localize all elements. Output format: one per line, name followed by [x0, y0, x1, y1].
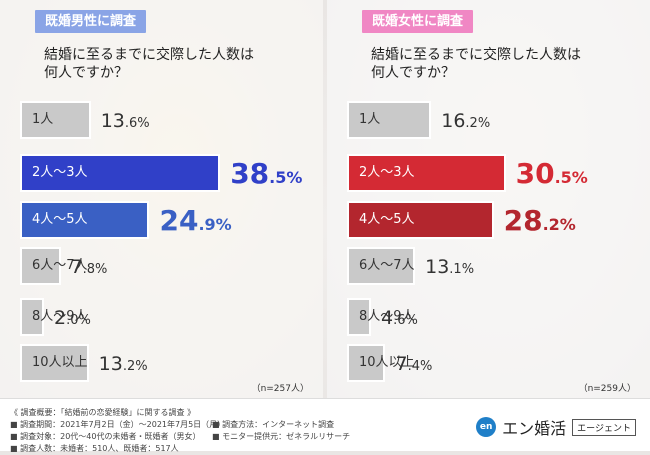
male-bar — [20, 298, 44, 336]
bar-category-label: 4人〜5人 — [32, 212, 88, 227]
female-panel: 既婚女性に調査 結婚に至るまでに交際した人数は 何人ですか？ 1人 16.2% 2人… — [327, 0, 650, 398]
footer-line: 《 調査概要：「結婚前の恋愛経験」に関する調査 》 — [10, 408, 196, 417]
value-decimal: .4% — [407, 359, 433, 374]
bar-category-label: 1人 — [359, 112, 381, 127]
value-integer: 2 — [54, 307, 67, 329]
bar-value-label: 30.5% — [516, 154, 588, 194]
bar-category-label: 4人〜5人 — [359, 212, 415, 227]
value-decimal: .2% — [122, 359, 148, 374]
female-bar — [347, 101, 432, 139]
bar-value-label: 7.4% — [395, 344, 432, 384]
bar-value-label: 2.0% — [54, 298, 91, 338]
value-integer: 7 — [395, 353, 408, 375]
value-integer: 13 — [98, 353, 123, 375]
value-decimal: .5% — [554, 168, 588, 187]
logo-name: エン婚活 — [502, 419, 567, 438]
brand-logo: en エン婚活 エージェント — [476, 415, 636, 439]
female-question-line2: 何人ですか？ — [371, 65, 455, 81]
bar-category-label: 10人以上 — [359, 355, 415, 370]
male-sample-size: （n=257人） — [251, 384, 309, 394]
bar-category-label: 1人 — [32, 112, 54, 127]
bar-value-label: 7.8% — [71, 247, 108, 287]
value-decimal: .8% — [82, 262, 108, 277]
bar-category-label: 6人〜7人 — [32, 258, 88, 273]
male-question-line1: 結婚に至るまでに交際した人数は — [44, 47, 254, 63]
bar-value-label: 38.5% — [230, 154, 302, 194]
male-bar — [20, 101, 91, 139]
bar-value-label: 16.2% — [441, 101, 490, 141]
footer-line: ■ 調査期間：2021年7月2日（金）〜2021年7月5日（月） — [10, 420, 226, 429]
photo-wash — [0, 0, 323, 398]
male-bar — [20, 344, 89, 382]
bar-value-label: 13.1% — [425, 247, 474, 287]
footer-line: ■ 調査方法：インターネット調査 — [212, 420, 335, 429]
value-integer: 4 — [381, 307, 394, 329]
bar-value-label: 4.6% — [381, 298, 418, 338]
photo-wash — [327, 0, 650, 398]
female-question: 結婚に至るまでに交際した人数は 何人ですか？ — [371, 46, 621, 82]
male-bar — [20, 201, 150, 239]
bar-value-label: 13.6% — [101, 101, 150, 141]
value-decimal: .2% — [465, 116, 491, 131]
value-integer: 28 — [503, 204, 543, 237]
footer-line: ■ 調査人数：未婚者：510人、既婚者：517人 — [10, 444, 179, 453]
male-bar — [20, 154, 221, 192]
survey-footer: 《 調査概要：「結婚前の恋愛経験」に関する調査 》 ■ 調査期間：2021年7月… — [0, 398, 650, 453]
female-bar — [347, 247, 416, 285]
bar-category-label: 2人〜3人 — [32, 165, 88, 180]
value-decimal: .2% — [542, 215, 576, 234]
value-integer: 16 — [441, 110, 466, 132]
female-sample-size: （n=259人） — [578, 384, 636, 394]
female-bar — [347, 201, 494, 239]
bar-value-label: 28.2% — [504, 201, 576, 241]
value-decimal: .0% — [66, 313, 91, 328]
male-question-line2: 何人ですか？ — [44, 65, 128, 81]
value-decimal: .1% — [449, 262, 475, 277]
value-integer: 24 — [159, 204, 199, 237]
bar-value-label: 13.2% — [99, 344, 148, 384]
bar-category-label: 8人〜9人 — [32, 309, 88, 324]
female-survey-tag: 既婚女性に調査 — [362, 10, 474, 33]
male-bar — [20, 247, 61, 285]
bar-category-label: 8人〜9人 — [359, 309, 415, 324]
en-logo-icon: en — [476, 417, 497, 437]
logo-sub: エージェント — [572, 418, 636, 436]
male-question: 結婚に至るまでに交際した人数は 何人ですか？ — [44, 46, 294, 82]
value-decimal: .5% — [269, 168, 303, 187]
bar-value-label: 24.9% — [159, 201, 231, 241]
survey-method: ■ 調査方法：インターネット調査 ■ モニター提供元：ゼネラルリサーチ — [212, 419, 350, 443]
footer-line: ■ 調査対象：20代〜40代の未婚者・既婚者（男女） — [10, 432, 201, 441]
value-integer: 13 — [100, 110, 125, 132]
value-decimal: .6% — [393, 313, 418, 328]
male-survey-tag: 既婚男性に調査 — [35, 10, 147, 33]
footer-line: ■ モニター提供元：ゼネラルリサーチ — [212, 432, 351, 441]
value-decimal: .6% — [124, 116, 150, 131]
male-panel: 既婚男性に調査 結婚に至るまでに交際した人数は 何人ですか？ 1人 13.6% 2人… — [0, 0, 323, 398]
female-bar — [347, 154, 506, 192]
value-integer: 30 — [515, 157, 555, 190]
female-question-line1: 結婚に至るまでに交際した人数は — [371, 47, 581, 63]
female-bar — [347, 344, 386, 382]
bar-category-label: 2人〜3人 — [359, 165, 415, 180]
value-decimal: .9% — [198, 215, 232, 234]
bar-category-label: 10人以上 — [32, 355, 88, 370]
survey-overview: 《 調査概要：「結婚前の恋愛経験」に関する調査 》 ■ 調査期間：2021年7月… — [10, 407, 225, 455]
female-bar — [347, 298, 371, 336]
value-integer: 13 — [425, 256, 450, 278]
value-integer: 7 — [70, 256, 83, 278]
value-integer: 38 — [230, 157, 270, 190]
bar-category-label: 6人〜7人 — [359, 258, 415, 273]
